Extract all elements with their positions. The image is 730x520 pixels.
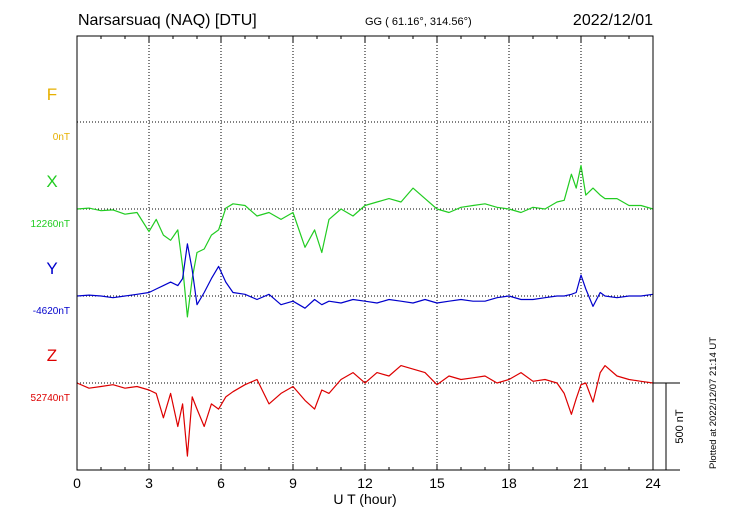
scale-bar: 500 nT	[653, 382, 686, 471]
x-tick-label: 9	[289, 475, 297, 491]
series-baseline-z: 52740nT	[31, 393, 70, 404]
data-series	[76, 164, 654, 457]
series-name-y: Y	[46, 259, 57, 278]
series-baseline-y: -4620nT	[33, 306, 70, 317]
series-name-x: X	[46, 172, 57, 191]
series-line-z	[76, 365, 654, 457]
series-line-y	[76, 243, 654, 309]
plot-frame	[76, 35, 654, 471]
station-title: Narsarsuaq (NAQ) [DTU]	[78, 12, 257, 29]
x-tick-label: 24	[645, 475, 661, 491]
x-tick-label: 0	[73, 475, 81, 491]
series-name-f: F	[47, 85, 57, 104]
geographic-coords: GG ( 61.16°, 314.56°)	[365, 16, 472, 28]
x-tick-label: 15	[429, 475, 445, 491]
series-labels: F 0nT X 12260nT Y -4620nT Z 52740nT	[31, 85, 70, 404]
x-axis-label: U T (hour)	[333, 491, 396, 507]
series-baseline-f: 0nT	[53, 132, 70, 143]
series-name-z: Z	[47, 346, 57, 365]
x-axis: 0 3 6 9 12 15 18 21 24	[73, 36, 661, 491]
scale-bar-label: 500 nT	[674, 409, 686, 444]
x-tick-label: 18	[501, 475, 517, 491]
x-tick-label: 6	[217, 475, 225, 491]
plot-date: 2022/12/01	[573, 12, 653, 29]
x-tick-label: 21	[573, 475, 589, 491]
series-baseline-x: 12260nT	[31, 219, 70, 230]
series-line-x	[76, 164, 654, 318]
x-tick-label: 3	[145, 475, 153, 491]
plotted-note: Plotted at 2022/12/07 21:14 UT	[708, 337, 719, 469]
x-tick-label: 12	[357, 475, 373, 491]
